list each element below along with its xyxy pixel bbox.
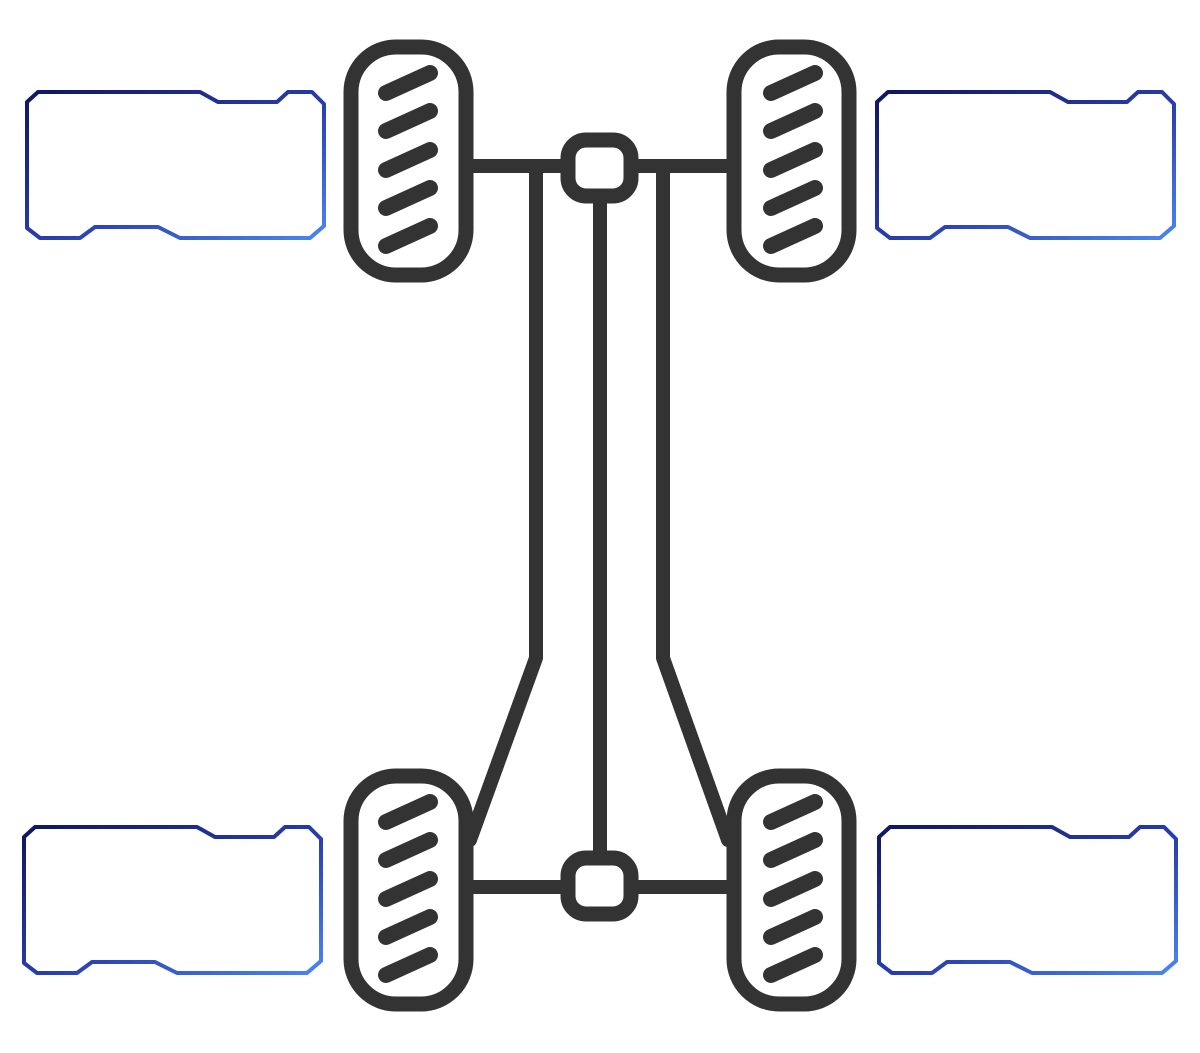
rear-differential — [560, 850, 639, 922]
panel-rear-right — [877, 825, 1178, 975]
wheel-front-right — [726, 39, 857, 283]
panel-front-right — [875, 90, 1176, 240]
wheel-front-left — [343, 39, 474, 283]
wheel-rear-left — [343, 768, 474, 1012]
panel-rear-left — [22, 825, 323, 975]
wheel-rear-right — [726, 768, 857, 1012]
left-rail — [463, 163, 543, 847]
panel-front-left — [25, 90, 326, 240]
front-differential — [560, 132, 639, 204]
chassis-frame — [463, 132, 735, 922]
right-rail — [656, 163, 735, 847]
